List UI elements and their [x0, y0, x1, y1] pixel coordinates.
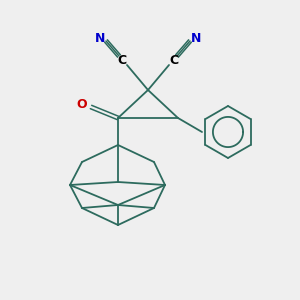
Text: C: C: [117, 53, 127, 67]
Text: O: O: [77, 98, 87, 112]
Text: N: N: [191, 32, 201, 44]
Text: C: C: [169, 53, 178, 67]
Text: N: N: [95, 32, 105, 44]
